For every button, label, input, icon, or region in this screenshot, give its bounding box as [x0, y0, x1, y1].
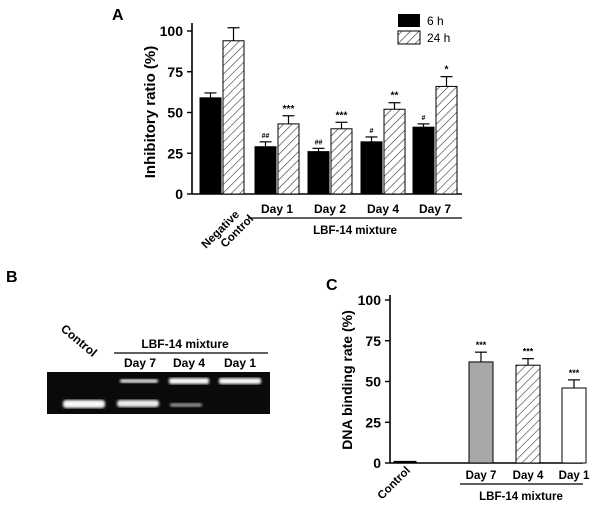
chart-a-ytick-label-0: 0 — [175, 186, 183, 202]
chart-c-category-label-0: Control — [376, 465, 413, 502]
chart-c-error-2 — [522, 358, 534, 366]
chart-a-error-6h-1 — [259, 141, 272, 147]
legend-label-6h: 6 h — [427, 14, 444, 28]
chart-a-error-24h-2 — [335, 121, 348, 129]
chart-a-ytick-label-75: 75 — [167, 64, 183, 80]
chart-a-ytick-label-100: 100 — [160, 23, 184, 39]
chart-a-group-label: LBF-14 mixture — [313, 225, 397, 237]
gel-lane-label-day4: Day 4 — [173, 356, 205, 370]
chart-a-error-6h-2 — [312, 147, 325, 152]
chart-c-bar-0 — [393, 460, 417, 464]
chart-a-error-24h-1 — [282, 115, 295, 124]
gel-group-label: LBF-14 mixture — [141, 337, 229, 351]
chart-c-ylabel: DNA binding rate (%) — [339, 310, 355, 449]
chart-c-annotation-1: *** — [476, 340, 487, 350]
gel-band-day1-upper — [219, 378, 261, 384]
legend-swatch-24h — [397, 30, 421, 45]
chart-a-bar-6h-0 — [199, 97, 222, 195]
chart-c-category-label-1: Day 7 — [466, 470, 497, 482]
gel-band-day7-lower — [117, 400, 159, 407]
chart-a-annotation-24h-4: * — [445, 65, 449, 76]
gel-band-control-lower — [63, 400, 105, 408]
chart-a-bar-6h-3 — [360, 141, 383, 195]
chart-a-bar-24h-2 — [330, 128, 353, 195]
chart-a-category-label-1: Day 1 — [261, 202, 293, 216]
chart-a-annotation-24h-1: *** — [283, 104, 295, 115]
chart-a-bar-6h-4 — [412, 126, 435, 195]
chart-a-bar-24h-3 — [383, 108, 406, 195]
chart-a-bar-24h-0 — [222, 40, 245, 195]
chart-c-error-1 — [475, 351, 487, 362]
chart-c-error-3 — [568, 379, 580, 389]
legend: 6 h 24 h — [397, 14, 450, 45]
chart-a-category-label-4: Day 7 — [419, 202, 451, 216]
chart-c-category-label-2: Day 4 — [513, 470, 544, 482]
chart-c-bar-2 — [515, 364, 541, 464]
gel-control-label: Control — [58, 322, 100, 360]
chart-c: DNA binding rate (%) 0 25 50 75 100 *** *** **… — [339, 292, 590, 503]
chart-c-category-label-3: Day 1 — [559, 470, 590, 482]
chart-a-category-label-3: Day 4 — [367, 202, 399, 216]
chart-a-category-label-0: NegativeControl — [200, 204, 256, 260]
chart-c-bar-1 — [468, 361, 494, 464]
chart-a-annotation-6h-3: # — [370, 128, 374, 135]
chart-a-error-24h-3 — [388, 102, 401, 110]
legend-swatch-6h — [398, 14, 420, 27]
chart-a-bar-24h-1 — [277, 123, 300, 195]
chart-c-group-label: LBF-14 mixture — [479, 491, 563, 503]
chart-a-bar-24h-4 — [435, 85, 458, 195]
chart-c-bar-3 — [561, 387, 587, 464]
legend-label-24h: 24 h — [427, 31, 450, 45]
panel-label-a: A — [112, 7, 124, 24]
gel-lane-label-day1: Day 1 — [224, 356, 256, 370]
chart-a-error-6h-4 — [417, 123, 430, 128]
chart-a-error-24h-0 — [227, 27, 240, 41]
gel-lane-label-day7: Day 7 — [124, 356, 156, 370]
chart-a-bar-6h-1 — [254, 146, 277, 195]
chart-a-annotation-24h-3: ** — [391, 91, 399, 102]
chart-a-ytick-label-50: 50 — [167, 105, 183, 121]
chart-a-ylabel: Inhibitory ratio (%) — [142, 46, 159, 179]
chart-c-ytick-label-25: 25 — [365, 414, 381, 430]
chart-c-ytick-label-75: 75 — [365, 333, 381, 349]
chart-a-annotation-6h-2: ## — [315, 139, 323, 146]
chart-a-error-6h-0 — [204, 92, 217, 98]
chart-a-bar-6h-2 — [307, 151, 330, 195]
chart-a-annotation-6h-1: ## — [262, 133, 270, 140]
gel-band-day4-upper — [169, 378, 209, 384]
chart-a-error-6h-3 — [365, 136, 378, 142]
panel-label-b: B — [6, 269, 18, 286]
chart-c-annotation-2: *** — [523, 347, 534, 357]
chart-a-annotation-6h-4: # — [422, 115, 426, 122]
chart-c-ytick-label-0: 0 — [373, 455, 381, 471]
chart-a-category-label-2: Day 2 — [314, 202, 346, 216]
chart-c-ytick-label-100: 100 — [358, 292, 382, 308]
gel-panel: Control LBF-14 mixture Day 7 Day 4 Day 1 — [47, 322, 270, 414]
chart-a-error-24h-4 — [440, 76, 453, 87]
chart-a-annotation-24h-2: *** — [336, 110, 348, 121]
chart-c-ytick-label-50: 50 — [365, 374, 381, 390]
gel-band-day4-lower — [170, 403, 202, 407]
gel-band-day7-upper — [120, 379, 158, 383]
panel-label-c: C — [326, 277, 338, 294]
chart-a-ytick-label-25: 25 — [167, 145, 183, 161]
chart-c-annotation-3: *** — [569, 368, 580, 378]
